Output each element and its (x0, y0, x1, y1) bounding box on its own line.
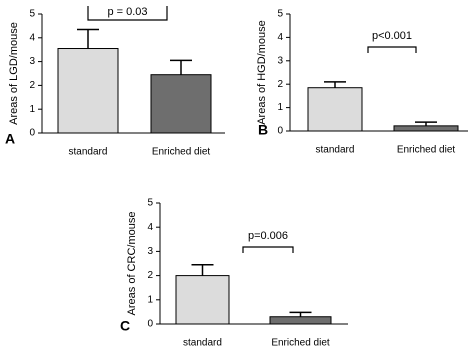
y-tick-label: 0 (29, 128, 35, 139)
y-axis-label: Areas of HGD/mouse (256, 20, 268, 125)
y-tick-label: 2 (277, 79, 283, 90)
annotation: p<0.001 (372, 30, 412, 42)
bar (307, 87, 363, 132)
bar (175, 275, 230, 325)
y-tick-label: 2 (29, 80, 35, 91)
y-tick-label: 4 (147, 222, 153, 233)
y-axis-label: Areas of CRC/mouse (126, 212, 138, 316)
x-tick-label: standard (183, 338, 222, 346)
significance-bracket (242, 246, 294, 253)
y-tick-label: 0 (277, 126, 283, 137)
y-tick-label: 1 (147, 294, 153, 305)
y-tick-label: 3 (29, 56, 35, 67)
bar (150, 74, 212, 134)
y-tick-label: 3 (147, 246, 153, 257)
y-tick-label: 5 (277, 9, 283, 20)
y-tick-label: 5 (29, 9, 35, 20)
x-tick-label: Enriched diet (271, 338, 330, 346)
bar (393, 125, 459, 132)
x-tick-label: Enriched diet (152, 147, 211, 158)
y-tick-label: 3 (277, 55, 283, 66)
panel-label: C (120, 318, 130, 334)
panel-label: A (5, 131, 15, 147)
y-tick-label: 2 (147, 270, 153, 281)
y-tick-label: 1 (29, 104, 35, 115)
y-tick-label: 4 (29, 32, 35, 43)
y-tick-label: 1 (277, 102, 283, 113)
y-tick-label: 0 (147, 319, 153, 330)
x-tick-label: Enriched diet (397, 145, 456, 156)
bar (269, 316, 332, 325)
bar (57, 48, 119, 134)
x-tick-label: standard (316, 145, 355, 156)
y-tick-label: 5 (147, 198, 153, 209)
significance-bracket (367, 46, 417, 53)
y-axis-label: Areas of LGD/mouse (8, 22, 20, 125)
annotation: p = 0.03 (107, 6, 147, 18)
significance-bracket (87, 6, 168, 21)
panel-label: B (258, 122, 268, 138)
y-tick-label: 4 (277, 32, 283, 43)
x-tick-label: standard (69, 147, 108, 158)
annotation: p=0.006 (248, 230, 288, 242)
